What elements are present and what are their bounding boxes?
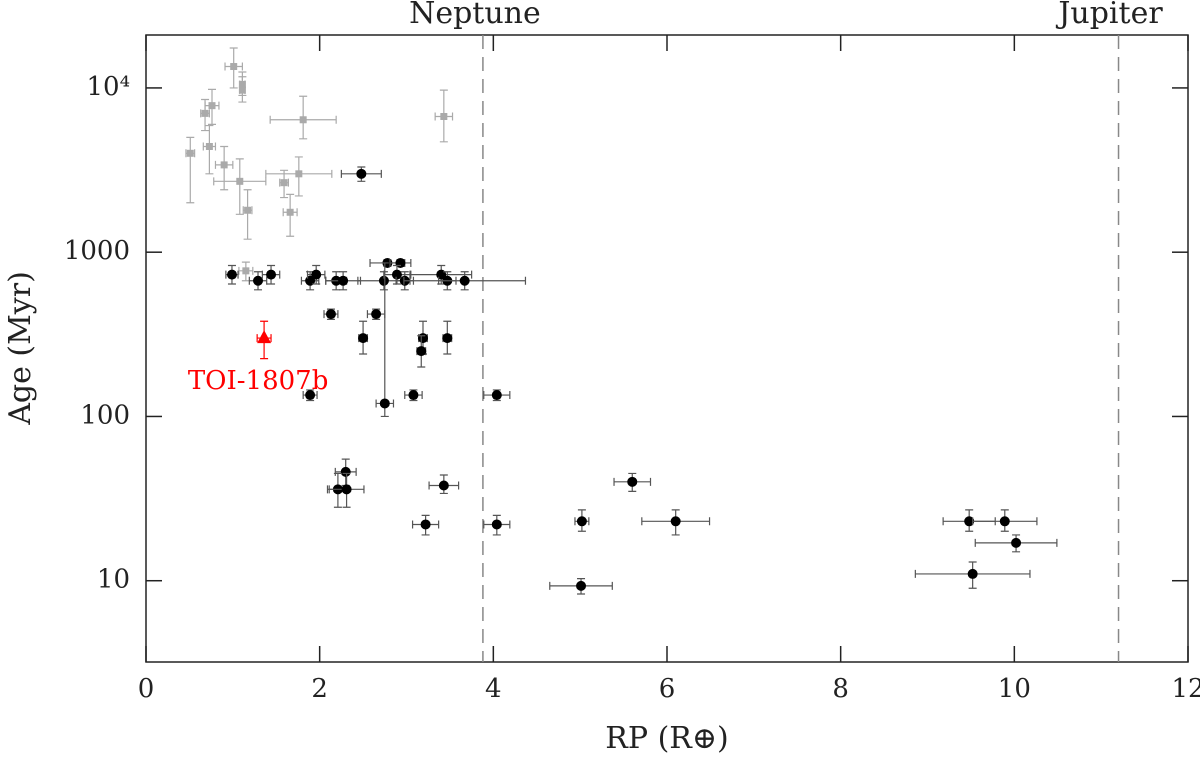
point (416, 346, 427, 357)
y-error-bar (380, 262, 389, 418)
point (999, 516, 1010, 527)
point (340, 466, 351, 477)
y-axis-label: Age (Myr) (3, 271, 38, 426)
y-tick-label: 10⁴ (86, 72, 130, 102)
point (205, 142, 213, 150)
point (491, 519, 502, 530)
point (266, 269, 277, 280)
point (438, 480, 449, 491)
point (201, 109, 209, 117)
point (325, 309, 336, 320)
point (295, 170, 303, 178)
point (305, 390, 316, 401)
point (371, 309, 382, 320)
point (378, 275, 389, 286)
point (391, 269, 402, 280)
point (442, 333, 453, 344)
x-tick-label: 10 (998, 674, 1031, 704)
point (220, 161, 228, 169)
point (311, 269, 322, 280)
plot-frame (145, 34, 1189, 663)
y-tick-label: 10 (97, 565, 130, 595)
point (341, 484, 352, 495)
point (299, 116, 307, 124)
point (338, 275, 349, 286)
point (1011, 537, 1022, 548)
reference-label: Jupiter (1055, 0, 1163, 31)
point (670, 516, 681, 527)
x-tick-label: 2 (311, 674, 328, 704)
x-axis-label: RP (R⊕) (605, 721, 728, 756)
y-error-bar (186, 136, 195, 204)
point (356, 168, 367, 179)
y-tick-label: 100 (80, 400, 130, 430)
point (244, 206, 252, 214)
point (253, 275, 264, 286)
point-label: TOI-1807b (188, 366, 329, 396)
point (280, 179, 288, 187)
x-tick-label: 4 (485, 674, 502, 704)
x-tick-label: 12 (1171, 674, 1200, 704)
point (964, 516, 975, 527)
point (491, 390, 502, 401)
y-error-bar (243, 189, 252, 240)
point (576, 580, 587, 591)
point (186, 149, 194, 157)
point (967, 568, 978, 579)
point (379, 398, 390, 409)
y-tick-label: 1000 (64, 236, 130, 266)
point (420, 519, 431, 530)
point (286, 208, 294, 216)
point (440, 112, 448, 120)
point (238, 86, 246, 94)
point (257, 330, 272, 344)
point (627, 476, 638, 487)
point (226, 269, 237, 280)
y-error-bar (235, 158, 244, 215)
point (459, 275, 470, 286)
reference-label: Neptune (409, 0, 541, 31)
point (242, 267, 250, 275)
point (208, 102, 216, 110)
x-tick-label: 8 (832, 674, 849, 704)
point (230, 63, 238, 71)
point (408, 390, 419, 401)
point (236, 177, 244, 185)
point (576, 516, 587, 527)
point (358, 333, 369, 344)
x-tick-label: 0 (138, 674, 155, 704)
point (417, 333, 428, 344)
x-tick-label: 6 (659, 674, 676, 704)
